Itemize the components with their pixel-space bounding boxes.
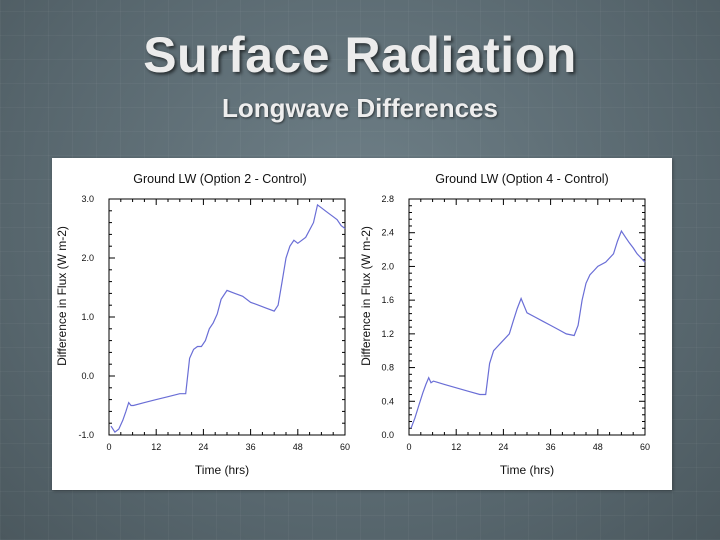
y-tick-label: 0.8 [381,363,394,373]
series-line [410,229,646,429]
y-tick-label: 1.2 [381,329,394,339]
chart-title: Ground LW (Option 4 - Control) [435,172,608,186]
chart-option-4: Ground LW (Option 4 - Control) Differenc… [359,172,650,477]
axis-ticks [108,198,346,436]
x-tick-label: 0 [106,442,111,452]
y-axis-label: Difference in Flux (W m-2) [55,226,69,366]
x-tick-label: 36 [246,442,256,452]
figure-panel: Ground LW (Option 2 - Control) Differenc… [52,158,672,490]
chart-title: Ground LW (Option 2 - Control) [133,172,306,186]
y-tick-label: 3.0 [81,194,94,204]
x-axis-label: Time (hrs) [195,463,249,477]
x-tick-label: 12 [151,442,161,452]
chart-option-2: Ground LW (Option 2 - Control) Differenc… [55,172,350,477]
y-tick-label: 0.4 [381,396,394,406]
x-tick-label: 36 [546,442,556,452]
plot-frame [408,198,646,436]
charts-svg: Ground LW (Option 2 - Control) Differenc… [55,172,650,477]
y-tick-label: 0.0 [81,371,94,381]
x-tick-label: 60 [340,442,350,452]
x-tick-label: 24 [498,442,508,452]
series-line [110,203,346,433]
y-tick-label: 2.0 [381,261,394,271]
x-tick-label: 0 [406,442,411,452]
slide-title: Surface Radiation [143,27,577,83]
y-tick-label: 2.0 [81,253,94,263]
tick-labels: 0 12 24 36 48 60 -1.0 0.0 1.0 2.0 3.0 [78,194,350,452]
x-tick-label: 48 [593,442,603,452]
x-tick-label: 12 [451,442,461,452]
y-tick-label: 2.8 [381,194,394,204]
y-tick-label: 2.4 [381,228,394,238]
plot-frame [108,198,346,436]
x-tick-label: 60 [640,442,650,452]
slide-subtitle: Longwave Differences [222,93,498,123]
x-tick-label: 24 [198,442,208,452]
x-axis-label: Time (hrs) [500,463,554,477]
y-axis-label: Difference in Flux (W m-2) [359,226,373,366]
axis-ticks [408,198,646,436]
y-tick-label: 0.0 [381,430,394,440]
y-tick-label: 1.0 [81,312,94,322]
y-tick-label: 1.6 [381,295,394,305]
x-tick-label: 48 [293,442,303,452]
y-tick-label: -1.0 [78,430,94,440]
tick-labels: 0 12 24 36 48 60 0.0 0.4 0.8 1.2 1.6 2.0 2.4 2.8 [381,194,650,452]
